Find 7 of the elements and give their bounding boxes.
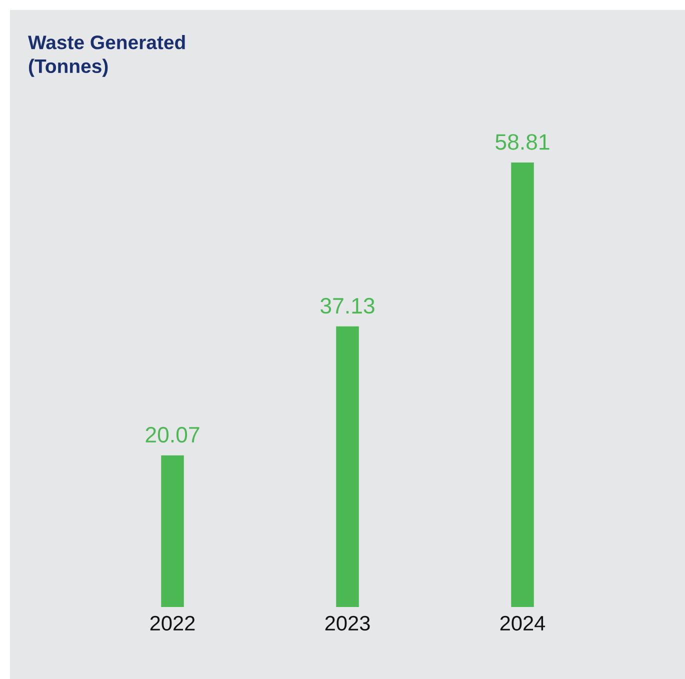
x-tick-label: 2022 [150,616,195,631]
data-label: 20.07 [146,426,200,443]
data-label: 37.13 [320,298,374,314]
chart-title: Waste Generated (Tonnes) [28,35,185,77]
x-tick-label: 2024 [500,616,546,631]
x-tick-label: 2023 [325,616,370,631]
data-label: 58.81 [496,134,550,150]
